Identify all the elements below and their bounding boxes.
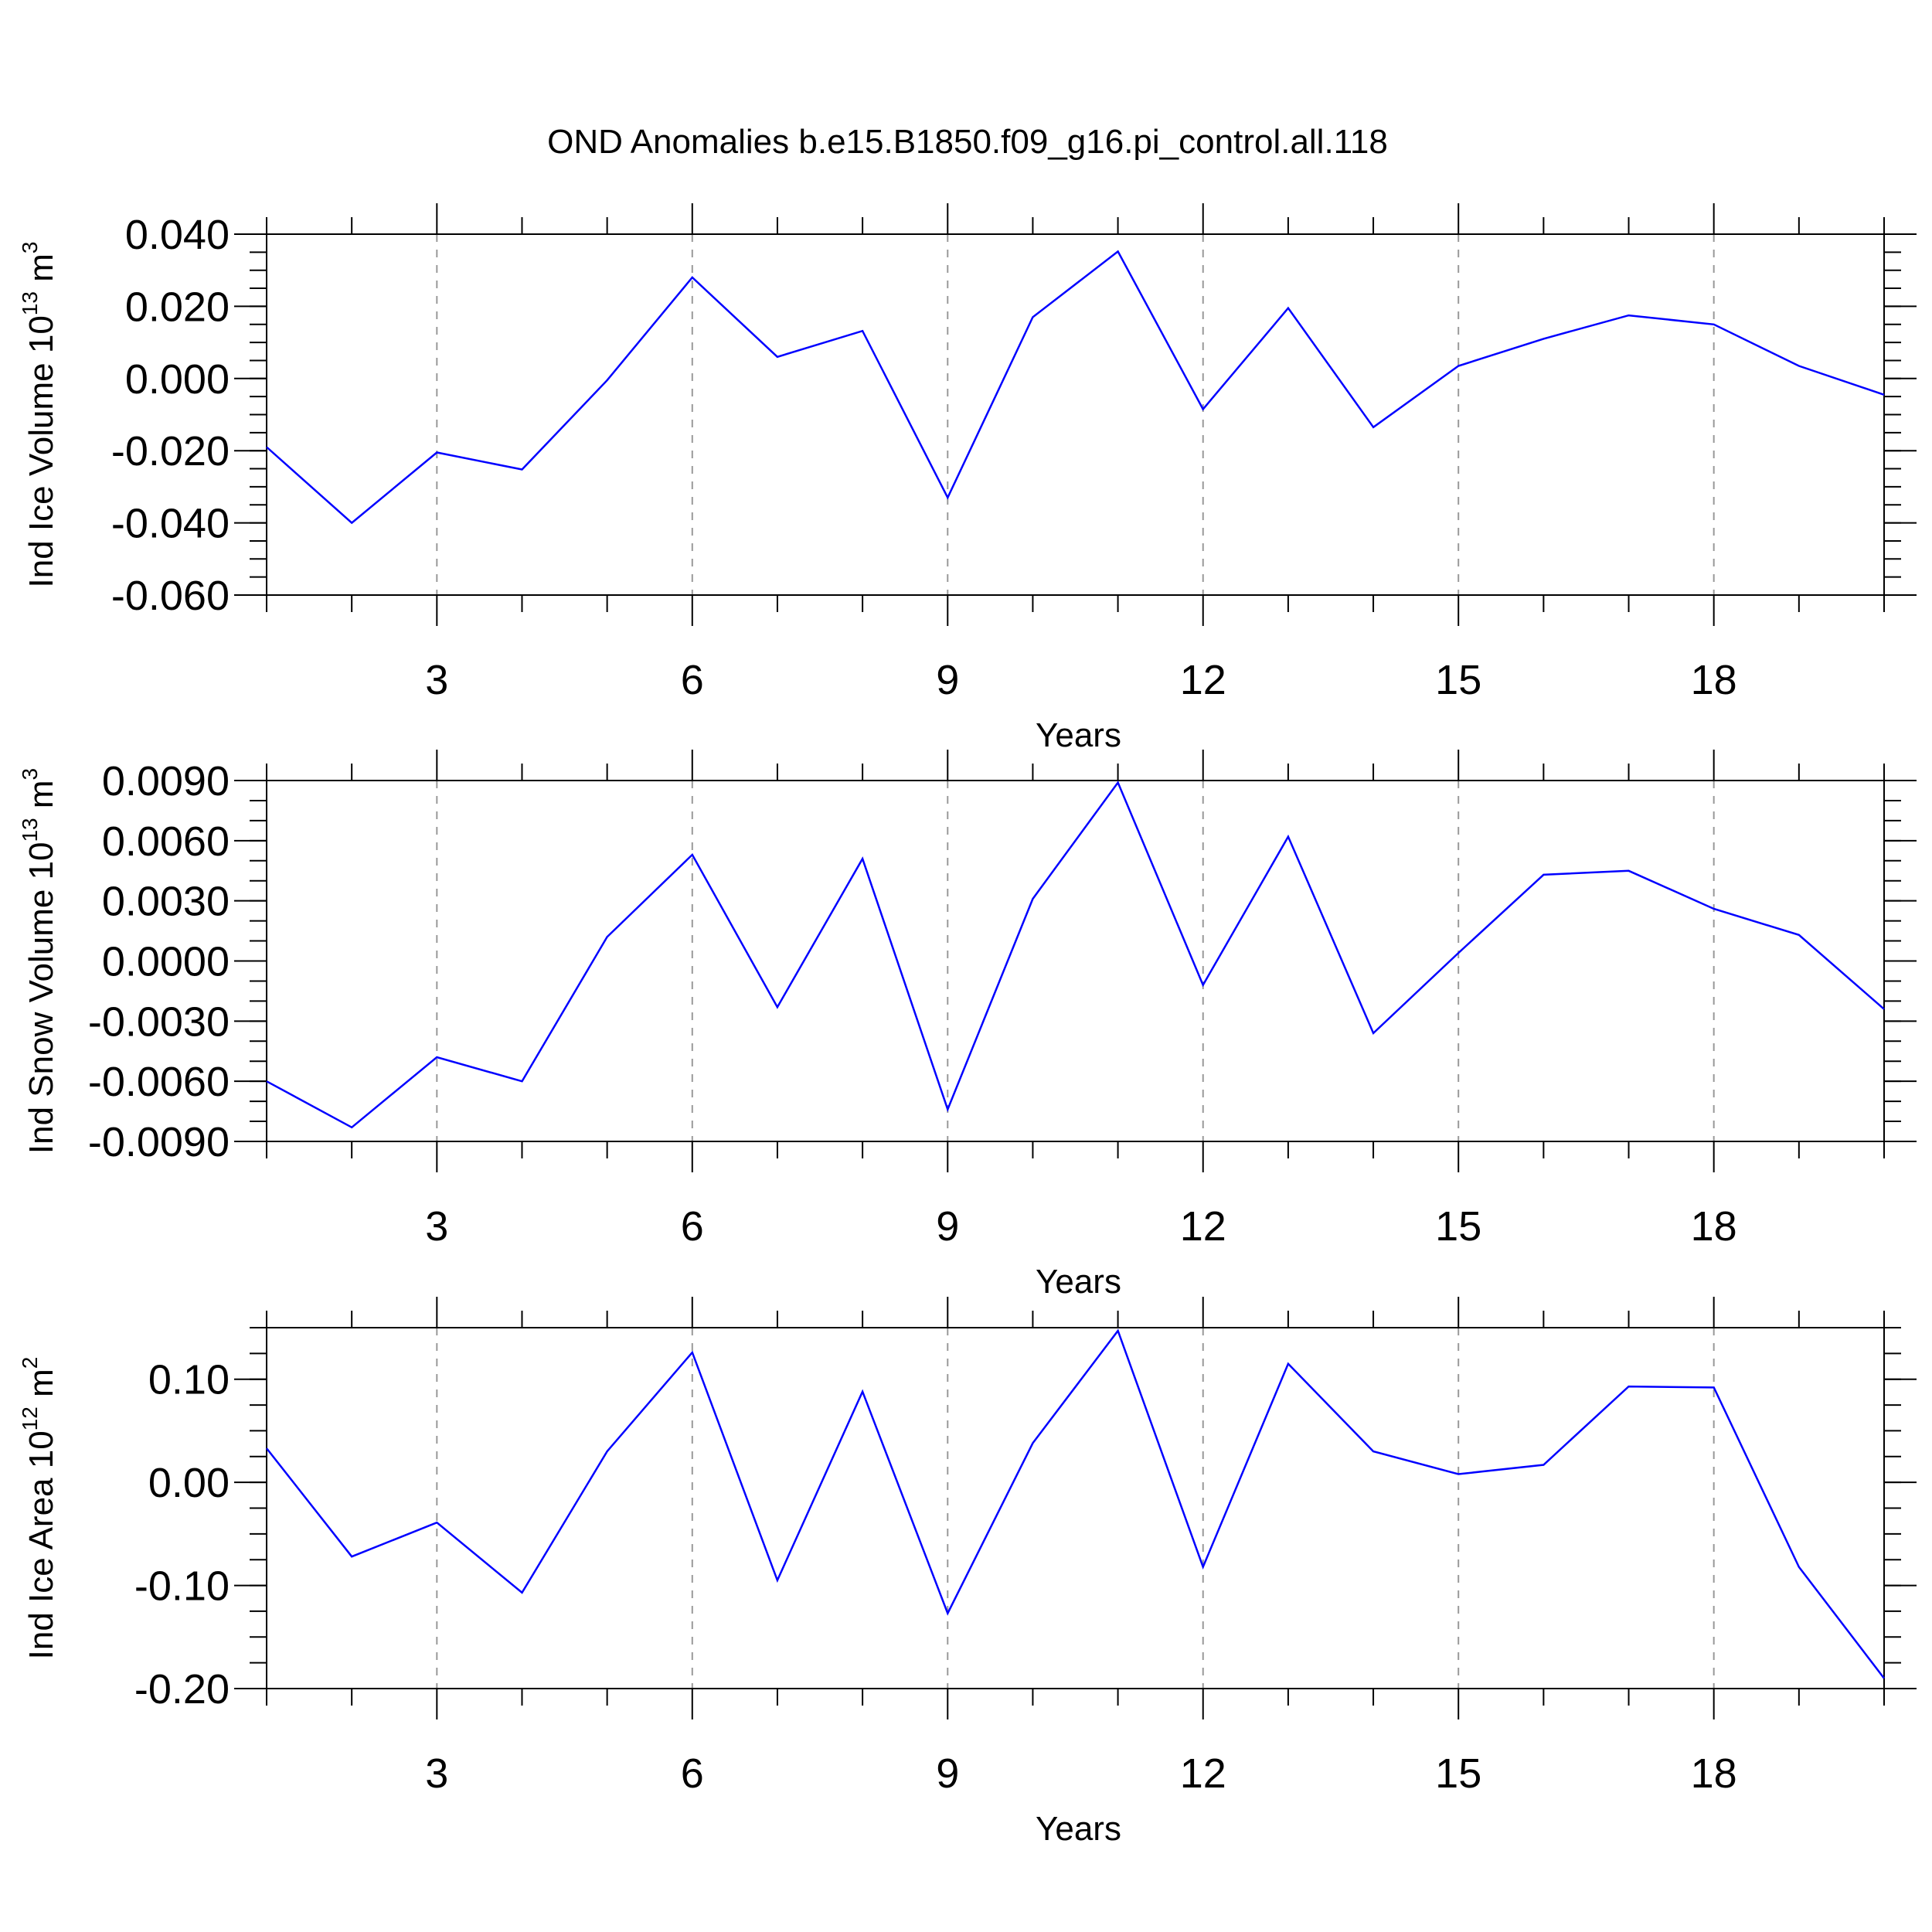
y-tick-label: 0.00 xyxy=(148,1460,230,1506)
x-tick-label: 12 xyxy=(1180,657,1226,703)
panel-1: 0.040 0.020 0.000 -0.020 -0.040 -0.060 3 6 9 12 15… xyxy=(18,203,1917,754)
x-tick-label: 12 xyxy=(1180,1750,1226,1797)
y-tick-label: -0.020 xyxy=(111,428,230,474)
x-tick-label: 3 xyxy=(425,657,448,703)
y-tick-label: -0.10 xyxy=(134,1563,230,1610)
x-axis-label: Years xyxy=(1036,1263,1121,1301)
y-axis-label: Ind Ice Area 1012 m2 xyxy=(18,1357,60,1660)
series-line xyxy=(266,781,1885,1129)
x-tick-label: 3 xyxy=(425,1203,448,1250)
y-tick-label: -0.0030 xyxy=(88,998,230,1045)
figure-title: OND Anomalies b.e15.B1850.f09_g16.pi_con… xyxy=(547,123,1388,161)
x-tick-label: 6 xyxy=(681,1750,704,1797)
panel-3: 0.10 0.00 -0.10 -0.20 3 6 9 12 15 18 Years Ind Ice … xyxy=(18,1297,1917,1848)
plot-frame xyxy=(266,1327,1885,1689)
x-tick-label: 6 xyxy=(681,1203,704,1250)
y-tick-label: 0.000 xyxy=(125,356,230,403)
panel-2: 0.0090 0.0060 0.0030 0.0000 -0.0030 -0.0060 -0… xyxy=(18,750,1917,1301)
y-tick-label: 0.040 xyxy=(125,212,230,258)
x-tick-label: 12 xyxy=(1180,1203,1226,1250)
y-tick-label: 0.0060 xyxy=(102,818,230,865)
x-tick-label: 9 xyxy=(936,1203,959,1250)
y-tick-label: 0.10 xyxy=(148,1357,230,1403)
y-axis-label: Ind Ice Volume 1013 m3 xyxy=(18,242,60,588)
plot-frame xyxy=(266,233,1885,596)
x-tick-label: 15 xyxy=(1435,1203,1481,1250)
x-tick-label: 18 xyxy=(1691,1750,1737,1797)
x-tick-label: 15 xyxy=(1435,657,1481,703)
series-line xyxy=(266,1328,1885,1679)
series-line xyxy=(266,250,1885,525)
x-axis-label: Years xyxy=(1036,716,1121,754)
x-tick-label: 9 xyxy=(936,1750,959,1797)
y-tick-label: 0.0030 xyxy=(102,879,230,925)
x-axis-label: Years xyxy=(1036,1810,1121,1848)
y-tick-label: -0.040 xyxy=(111,501,230,547)
x-tick-label: 18 xyxy=(1691,657,1737,703)
x-tick-label: 6 xyxy=(681,657,704,703)
y-tick-label: -0.0060 xyxy=(88,1059,230,1105)
y-tick-label: 0.0000 xyxy=(102,939,230,985)
x-tick-label: 3 xyxy=(425,1750,448,1797)
y-tick-label: -0.060 xyxy=(111,573,230,619)
y-tick-label: 0.020 xyxy=(125,284,230,330)
y-tick-label: -0.0090 xyxy=(88,1119,230,1165)
plot-frame xyxy=(266,780,1885,1142)
x-tick-label: 15 xyxy=(1435,1750,1481,1797)
x-tick-label: 9 xyxy=(936,657,959,703)
y-tick-label: -0.20 xyxy=(134,1666,230,1713)
x-tick-label: 18 xyxy=(1691,1203,1737,1250)
y-axis-label: Ind Snow Volume 1013 m3 xyxy=(18,768,60,1154)
y-tick-label: 0.0090 xyxy=(102,758,230,804)
